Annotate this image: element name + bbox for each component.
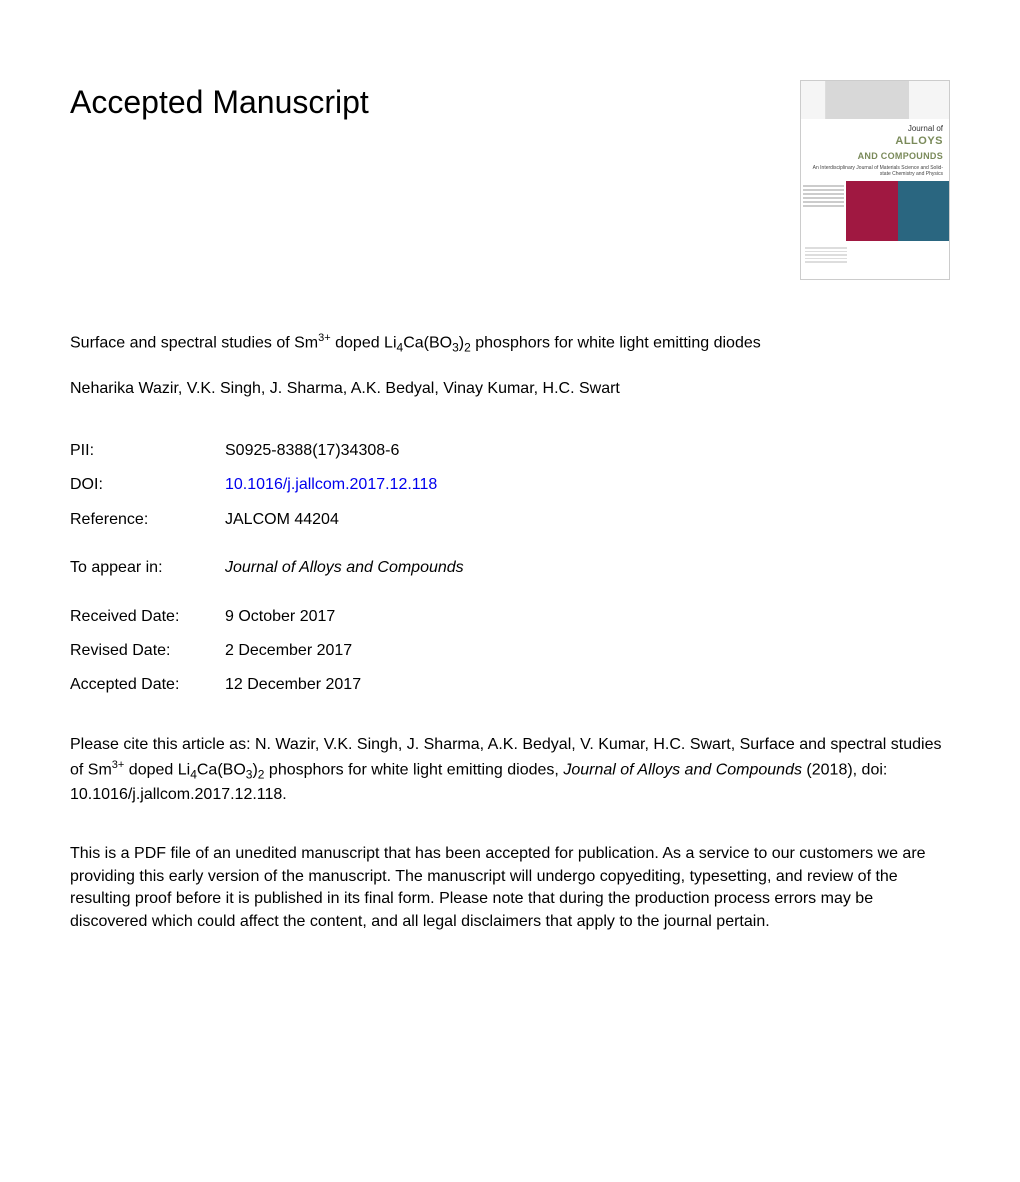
cover-journal-of: Journal of xyxy=(807,123,943,134)
title-mid: doped Li xyxy=(331,334,397,351)
appear-value: Journal of Alloys and Compounds xyxy=(225,557,950,579)
journal-cover-thumbnail: Journal of ALLOYS AND COMPOUNDS An Inter… xyxy=(800,80,950,280)
cite-mid: doped Li xyxy=(124,761,190,778)
accepted-label: Accepted Date: xyxy=(70,674,225,696)
meta-row-pii: PII: S0925-8388(17)34308-6 xyxy=(70,440,950,462)
cover-publisher-logo xyxy=(801,81,826,119)
authors-line: Neharika Wazir, V.K. Singh, J. Sharma, A… xyxy=(70,378,950,400)
title-sup: 3+ xyxy=(318,332,331,344)
cite-journal: Journal of Alloys and Compounds xyxy=(563,761,802,778)
cover-teal-block xyxy=(898,181,949,241)
cover-alloys-text: ALLOYS xyxy=(807,134,943,149)
metadata-table: PII: S0925-8388(17)34308-6 DOI: 10.1016/… xyxy=(70,440,950,697)
title-post: phosphors for white light emitting diode… xyxy=(471,334,761,351)
cover-compounds-text: AND COMPOUNDS xyxy=(807,150,943,163)
header-row: Accepted Manuscript Journal of ALLOYS AN… xyxy=(70,80,950,280)
title-mid2: Ca(BO xyxy=(403,334,452,351)
revised-label: Revised Date: xyxy=(70,640,225,662)
cover-top-blank xyxy=(909,81,949,119)
cover-top-gray xyxy=(826,81,909,119)
cite-mid2: Ca(BO xyxy=(197,761,246,778)
article-title: Surface and spectral studies of Sm3+ dop… xyxy=(70,330,780,358)
appear-label: To appear in: xyxy=(70,557,225,579)
article-title-block: Surface and spectral studies of Sm3+ dop… xyxy=(70,330,780,358)
cover-title-area: Journal of ALLOYS AND COMPOUNDS xyxy=(801,119,949,166)
revised-value: 2 December 2017 xyxy=(225,640,950,662)
doi-label: DOI: xyxy=(70,474,225,496)
cover-subtitle: An Interdisciplinary Journal of Material… xyxy=(801,166,949,177)
received-value: 9 October 2017 xyxy=(225,606,950,628)
cover-maroon-block xyxy=(846,181,898,241)
title-pre: Surface and spectral studies of Sm xyxy=(70,334,318,351)
meta-row-accepted: Accepted Date: 12 December 2017 xyxy=(70,674,950,696)
cover-mid-left xyxy=(801,181,846,241)
meta-row-appear: To appear in: Journal of Alloys and Comp… xyxy=(70,557,950,579)
pii-value: S0925-8388(17)34308-6 xyxy=(225,440,950,462)
reference-value: JALCOM 44204 xyxy=(225,509,950,531)
citation-block: Please cite this article as: N. Wazir, V… xyxy=(70,733,950,808)
meta-row-doi: DOI: 10.1016/j.jallcom.2017.12.118 xyxy=(70,474,950,496)
title-sub2: 3 xyxy=(452,341,459,355)
cite-sup: 3+ xyxy=(112,759,125,771)
meta-row-received: Received Date: 9 October 2017 xyxy=(70,606,950,628)
page-heading: Accepted Manuscript xyxy=(70,80,369,125)
cite-mid4: phosphors for white light emitting diode… xyxy=(264,761,563,778)
cite-sub1: 4 xyxy=(190,767,197,781)
cover-top-strip xyxy=(801,81,949,119)
accepted-value: 12 December 2017 xyxy=(225,674,950,696)
cover-bottom xyxy=(801,241,949,269)
pii-label: PII: xyxy=(70,440,225,462)
received-label: Received Date: xyxy=(70,606,225,628)
doi-link[interactable]: 10.1016/j.jallcom.2017.12.118 xyxy=(225,476,437,493)
title-sub3: 2 xyxy=(464,341,471,355)
disclaimer-text: This is a PDF file of an unedited manusc… xyxy=(70,843,950,933)
meta-row-reference: Reference: JALCOM 44204 xyxy=(70,509,950,531)
cover-middle-blocks xyxy=(801,181,949,241)
meta-row-revised: Revised Date: 2 December 2017 xyxy=(70,640,950,662)
reference-label: Reference: xyxy=(70,509,225,531)
doi-value: 10.1016/j.jallcom.2017.12.118 xyxy=(225,474,950,496)
